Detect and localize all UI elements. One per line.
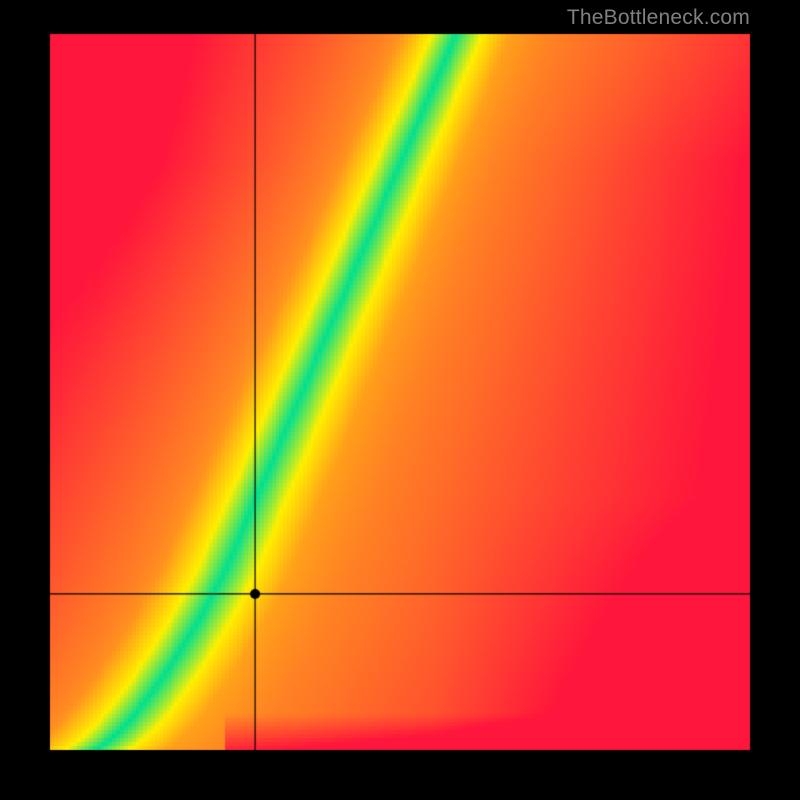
heatmap-canvas: [0, 0, 800, 800]
chart-container: TheBottleneck.com: [0, 0, 800, 800]
watermark-text: TheBottleneck.com: [567, 6, 750, 30]
